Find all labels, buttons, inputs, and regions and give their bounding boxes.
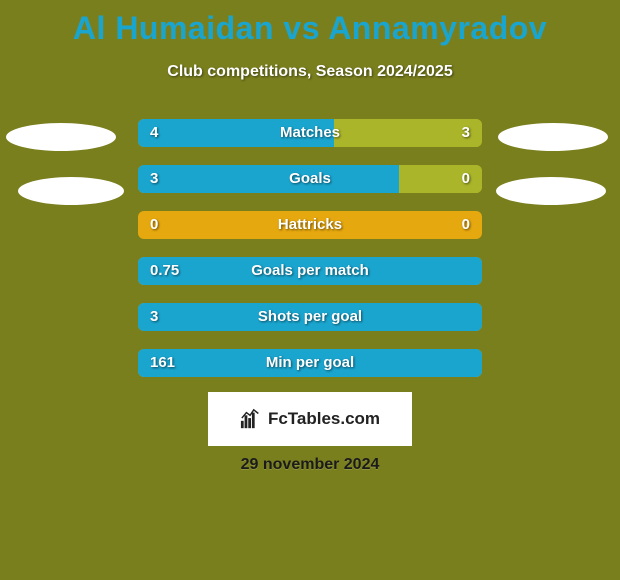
stat-label: Matches: [138, 119, 482, 147]
stat-label: Min per goal: [138, 349, 482, 377]
player-badge-placeholder: [496, 177, 606, 205]
player-badge-placeholder: [498, 123, 608, 151]
stat-row: 3Goals0: [138, 165, 482, 193]
logo-text: FcTables.com: [268, 409, 380, 429]
fctables-icon: [240, 408, 262, 430]
stat-label: Shots per goal: [138, 303, 482, 331]
stat-row: 161Min per goal: [138, 349, 482, 377]
stat-row: 4Matches3: [138, 119, 482, 147]
date-label: 29 november 2024: [0, 456, 620, 474]
stat-value-right: 0: [462, 211, 470, 239]
comparison-infographic: Al Humaidan vs Annamyradov Club competit…: [0, 0, 620, 580]
player-badge-placeholder: [18, 177, 124, 205]
player-badge-placeholder: [6, 123, 116, 151]
stat-label: Goals per match: [138, 257, 482, 285]
stat-row: 0Hattricks0: [138, 211, 482, 239]
subtitle: Club competitions, Season 2024/2025: [0, 63, 620, 81]
stats-container: 4Matches33Goals00Hattricks00.75Goals per…: [0, 119, 620, 377]
page-title: Al Humaidan vs Annamyradov: [0, 0, 620, 47]
stat-row: 0.75Goals per match: [138, 257, 482, 285]
stat-row: 3Shots per goal: [138, 303, 482, 331]
logo-box: FcTables.com: [208, 392, 412, 446]
stat-value-right: 0: [462, 165, 470, 193]
stat-label: Hattricks: [138, 211, 482, 239]
stat-value-right: 3: [462, 119, 470, 147]
stat-label: Goals: [138, 165, 482, 193]
